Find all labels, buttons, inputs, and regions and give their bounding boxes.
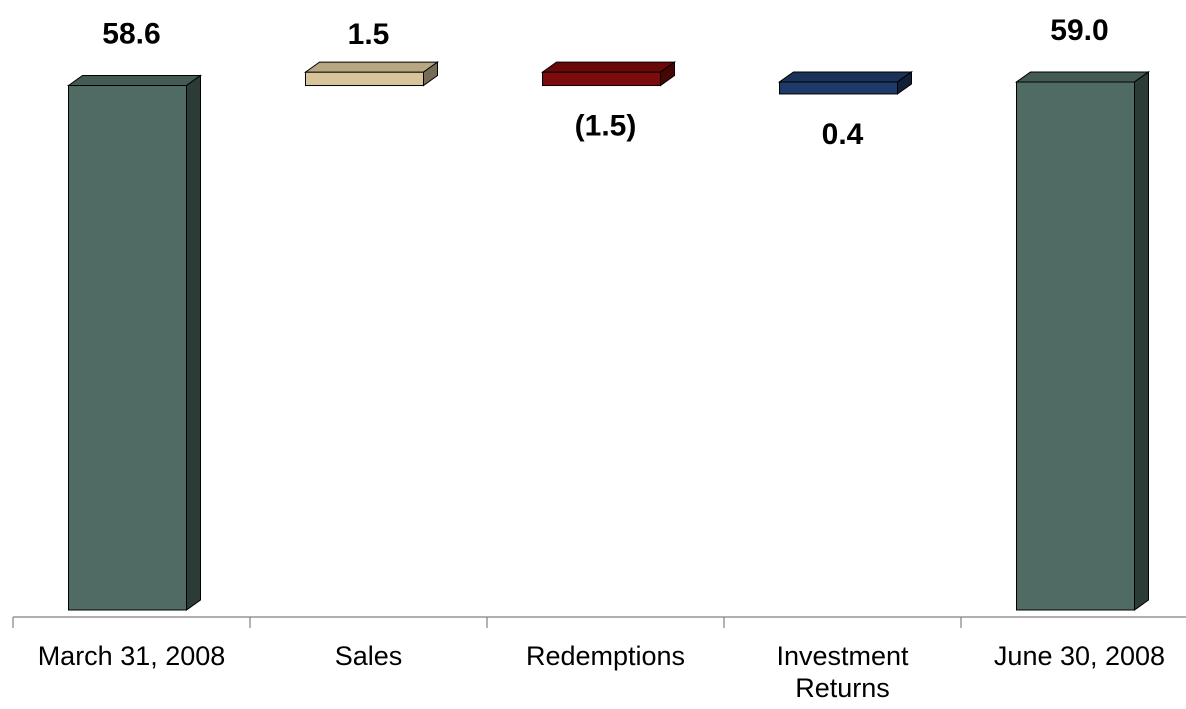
- bar-top-4: [1014, 71, 1151, 83]
- value-label-0: 58.6: [102, 18, 160, 51]
- value-label-4: 59.0: [1050, 14, 1108, 47]
- bar-front-4: [1016, 81, 1135, 611]
- x-axis-ticks: [12, 617, 962, 628]
- value-label-3: 0.4: [822, 118, 864, 151]
- bar-3: [777, 70, 914, 95]
- bar-0: [66, 74, 203, 611]
- bar-2: [540, 61, 677, 87]
- bar-4: [1014, 70, 1151, 611]
- bar-side-0: [186, 74, 201, 611]
- value-label-2: (1.5): [575, 110, 637, 143]
- value-label-1: 1.5: [348, 18, 390, 51]
- category-label-3-line-0: Investment: [776, 641, 909, 671]
- category-label-0: March 31, 2008: [38, 641, 226, 671]
- bars-group: [66, 61, 1151, 611]
- bar-front-1: [305, 71, 424, 87]
- category-label-4: June 30, 2008: [994, 641, 1165, 671]
- category-label-2: Redemptions: [526, 641, 685, 671]
- bar-side-4: [1134, 70, 1149, 611]
- value-labels-group: 58.6 1.5 (1.5) 0.4 59.0: [102, 14, 1108, 151]
- bar-top-1: [303, 61, 440, 73]
- category-label-3-line-1: Returns: [795, 673, 890, 703]
- bar-front-2: [542, 71, 661, 87]
- bar-1: [303, 61, 440, 87]
- bar-front-3: [779, 81, 898, 95]
- category-label-1: Sales: [335, 641, 403, 671]
- bar-side-1: [423, 61, 438, 87]
- bar-top-3: [777, 71, 914, 83]
- bar-front-0: [68, 85, 187, 611]
- bar-top-0: [66, 75, 203, 87]
- category-labels-group: March 31, 2008 Sales Redemptions Investment…: [38, 641, 1165, 703]
- bar-top-2: [540, 61, 677, 73]
- bar-side-2: [660, 61, 675, 87]
- bar-side-3: [897, 70, 912, 95]
